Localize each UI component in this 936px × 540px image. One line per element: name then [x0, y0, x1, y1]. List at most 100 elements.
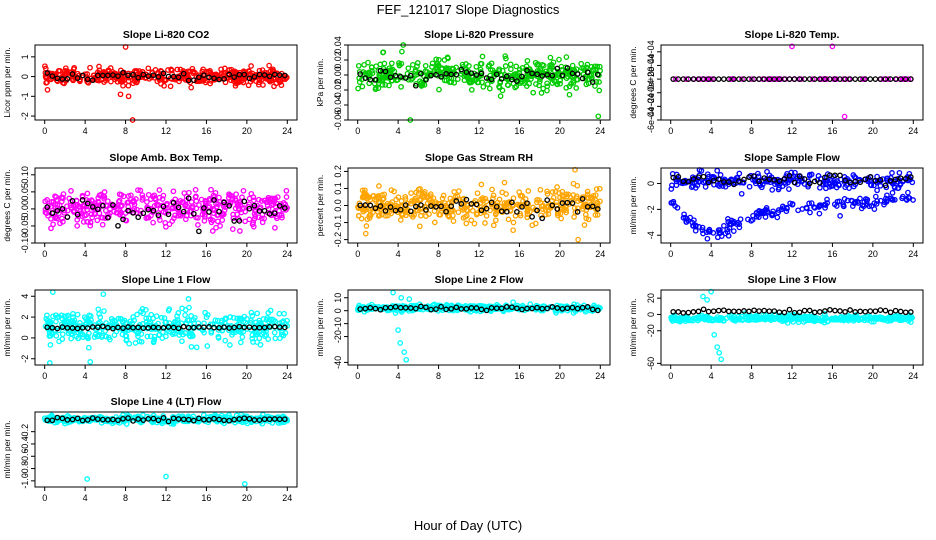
- mean-point: [140, 210, 147, 217]
- mean-point: [125, 324, 131, 330]
- data-point: [461, 77, 468, 84]
- data-point: [836, 198, 843, 205]
- data-point: [728, 76, 734, 82]
- mean-point: [231, 218, 238, 224]
- data-point: [538, 90, 545, 96]
- x-tick-label: 8: [436, 249, 441, 259]
- data-point: [463, 61, 469, 67]
- data-point: [388, 60, 395, 67]
- data-point: [775, 209, 782, 216]
- data-point: [574, 76, 581, 83]
- data-point: [505, 82, 511, 89]
- data-point: [736, 224, 743, 231]
- mean-point: [902, 309, 909, 316]
- outlier-point: [380, 49, 386, 56]
- data-point: [61, 71, 68, 77]
- data-point: [866, 203, 873, 210]
- outlier-point: [789, 43, 795, 50]
- panel-5: Slope Gas Stream RH0 4 8 12 16 20 24-0.2-0.10.…: [315, 152, 611, 259]
- mean-point: [367, 202, 374, 209]
- outlier-point: [46, 360, 53, 366]
- data-point: [833, 184, 840, 191]
- data-point: [840, 203, 847, 210]
- y-tick-label: -2: [20, 112, 30, 120]
- data-point: [44, 86, 51, 93]
- figure-title: FEF_121017 Slope Diagnostics: [377, 2, 560, 17]
- data-point: [237, 228, 243, 234]
- x-tick-label: 24: [595, 371, 605, 381]
- data-point: [806, 200, 812, 207]
- plot-frame: [660, 289, 924, 366]
- data-point: [672, 76, 679, 82]
- data-point: [269, 195, 275, 202]
- data-point: [795, 207, 801, 214]
- panel-title: Slope Gas Stream RH: [425, 152, 533, 164]
- mean-point: [428, 72, 434, 79]
- mean-point: [251, 202, 258, 209]
- mean-point: [392, 72, 399, 79]
- mean-point: [256, 71, 263, 78]
- mean-point: [766, 308, 773, 315]
- x-tick-label: 20: [555, 249, 565, 259]
- mean-point: [554, 206, 561, 212]
- data-point: [690, 222, 697, 229]
- data-point: [174, 66, 181, 73]
- data-point: [454, 76, 461, 82]
- mean-point: [503, 208, 510, 215]
- outlier-point: [100, 291, 107, 298]
- y-axis-label: ml/min per min.: [2, 420, 12, 478]
- data-point: [832, 179, 839, 185]
- mean-point: [49, 210, 56, 217]
- data-point: [150, 219, 156, 226]
- y-tick-label: 0.05: [20, 183, 30, 201]
- data-point: [86, 312, 93, 319]
- mean-point: [837, 76, 843, 82]
- data-point: [83, 211, 90, 218]
- x-tick-label: 12: [161, 493, 171, 503]
- mean-point: [221, 199, 227, 206]
- x-tick-label: 20: [868, 371, 878, 381]
- data-point: [506, 199, 513, 205]
- data-point: [730, 228, 737, 234]
- data-point: [250, 339, 256, 345]
- data-point: [96, 311, 102, 317]
- data-point: [699, 224, 706, 231]
- data-point: [130, 314, 137, 320]
- mean-point: [155, 212, 162, 219]
- data-point: [784, 205, 790, 212]
- mean-point: [801, 307, 808, 314]
- mean-point: [241, 324, 248, 331]
- data-point: [283, 194, 290, 200]
- series-points: [668, 288, 915, 363]
- x-tick-label: 24: [282, 249, 292, 259]
- data-point: [207, 197, 214, 203]
- data-point: [186, 317, 192, 323]
- mean-point: [266, 211, 273, 217]
- mean-point: [746, 174, 752, 180]
- data-point: [591, 63, 598, 70]
- data-point: [386, 82, 392, 89]
- data-point: [478, 181, 485, 188]
- x-tick-label: 20: [242, 371, 252, 381]
- mean-point: [236, 323, 243, 330]
- mean-point: [438, 74, 444, 80]
- outlier-point: [397, 340, 404, 346]
- data-point: [786, 186, 792, 192]
- y-axis-label: ml/min per min.: [628, 298, 638, 356]
- mean-point: [276, 324, 283, 330]
- data-point: [574, 205, 581, 212]
- mean-point: [503, 73, 510, 80]
- x-tick-label: 24: [282, 371, 292, 381]
- data-point: [367, 212, 374, 218]
- mean-point: [786, 172, 793, 179]
- data-point: [439, 195, 446, 202]
- mean-point: [761, 175, 768, 181]
- data-point: [398, 60, 405, 67]
- data-point: [50, 313, 56, 320]
- data-point: [105, 211, 111, 218]
- data-point: [62, 65, 69, 72]
- data-point: [468, 217, 475, 224]
- x-tick-label: 12: [787, 371, 797, 381]
- mean-point: [165, 324, 172, 330]
- mean-point: [564, 65, 571, 71]
